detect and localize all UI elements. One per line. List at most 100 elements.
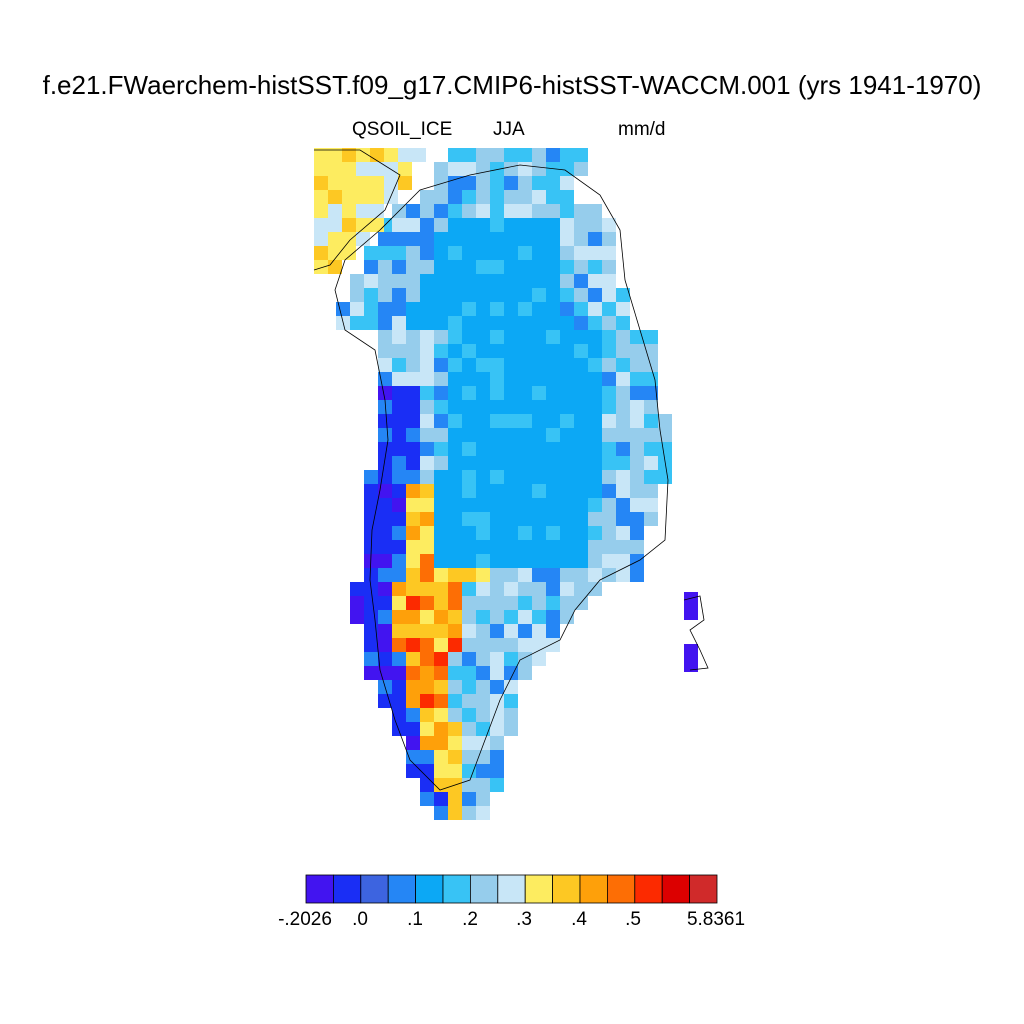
map-cell	[406, 246, 420, 260]
map-cell	[328, 218, 342, 232]
map-cell	[490, 680, 504, 694]
map-cell	[616, 456, 630, 470]
map-cell	[462, 512, 476, 526]
map-cell	[434, 260, 448, 274]
map-cell	[420, 554, 434, 568]
map-cell	[434, 274, 448, 288]
map-cell	[602, 442, 616, 456]
map-cell	[448, 442, 462, 456]
map-cell	[630, 470, 644, 484]
colorbar	[305, 874, 718, 904]
map-cell	[462, 708, 476, 722]
map-cell	[476, 540, 490, 554]
map-cell	[434, 610, 448, 624]
map-cell	[342, 246, 356, 260]
map-cell	[462, 736, 476, 750]
map-cell	[616, 400, 630, 414]
map-cell	[546, 330, 560, 344]
map-cell	[434, 736, 448, 750]
map-cell	[420, 736, 434, 750]
map-cell	[532, 540, 546, 554]
map-cell	[518, 288, 532, 302]
map-cell	[574, 498, 588, 512]
map-cell	[420, 428, 434, 442]
map-cell	[476, 764, 490, 778]
map-cell	[504, 330, 518, 344]
map-cell	[406, 610, 420, 624]
map-cell	[518, 596, 532, 610]
map-cell	[370, 218, 384, 232]
map-cell	[314, 190, 328, 204]
map-cell	[560, 442, 574, 456]
map-cell	[420, 680, 434, 694]
map-cell	[588, 498, 602, 512]
map-cell	[504, 176, 518, 190]
map-cell	[448, 582, 462, 596]
map-cell	[518, 624, 532, 638]
map-cell	[462, 232, 476, 246]
map-cell	[518, 610, 532, 624]
map-cell	[616, 288, 630, 302]
map-cell	[476, 302, 490, 316]
map-cell	[342, 162, 356, 176]
map-cell	[434, 722, 448, 736]
map-cell	[532, 568, 546, 582]
map-cell	[462, 526, 476, 540]
map-cell	[574, 288, 588, 302]
map-cell	[462, 148, 476, 162]
map-cell	[342, 190, 356, 204]
map-cell	[574, 526, 588, 540]
map-cell	[504, 568, 518, 582]
map-cell	[490, 708, 504, 722]
map-cell	[560, 288, 574, 302]
map-cell	[398, 162, 412, 176]
map-cell	[546, 316, 560, 330]
map-cell	[462, 554, 476, 568]
map-cell	[644, 512, 658, 526]
map-cell	[518, 498, 532, 512]
map-cell	[462, 316, 476, 330]
map-cell	[476, 498, 490, 512]
map-cell	[370, 190, 384, 204]
map-cell	[630, 414, 644, 428]
map-cell	[350, 274, 364, 288]
map-cell	[574, 470, 588, 484]
plot-title: f.e21.FWaerchem-histSST.f09_g17.CMIP6-hi…	[42, 70, 982, 100]
map-cell	[378, 414, 392, 428]
map-cell	[546, 344, 560, 358]
map-cell	[602, 330, 616, 344]
map-cell	[448, 680, 462, 694]
map-cell	[616, 470, 630, 484]
map-cell	[350, 582, 364, 596]
map-cell	[378, 246, 392, 260]
map-cell	[462, 358, 476, 372]
map-cell	[574, 540, 588, 554]
map-cell	[476, 568, 490, 582]
map-cell	[504, 442, 518, 456]
map-cell	[314, 260, 328, 274]
map-cell	[588, 386, 602, 400]
map-cell	[434, 484, 448, 498]
colorbar-box	[497, 874, 526, 904]
season-label: JJA	[493, 119, 525, 140]
map-cell	[420, 722, 434, 736]
map-cell	[448, 666, 462, 680]
map-cell	[532, 190, 546, 204]
map-cell	[448, 498, 462, 512]
colorbar-box	[387, 874, 417, 904]
map-cell	[574, 512, 588, 526]
map-cell	[420, 638, 434, 652]
colorbar-box	[634, 874, 663, 904]
map-cell	[490, 232, 504, 246]
map-cell	[448, 624, 462, 638]
map-cell	[434, 470, 448, 484]
map-cell	[384, 176, 398, 190]
map-cell	[476, 512, 490, 526]
map-cell	[392, 372, 406, 386]
map-cell	[434, 764, 448, 778]
map-cell	[462, 750, 476, 764]
map-cell	[406, 316, 420, 330]
map-cell	[644, 442, 658, 456]
map-cell	[476, 596, 490, 610]
map-cell	[560, 554, 574, 568]
